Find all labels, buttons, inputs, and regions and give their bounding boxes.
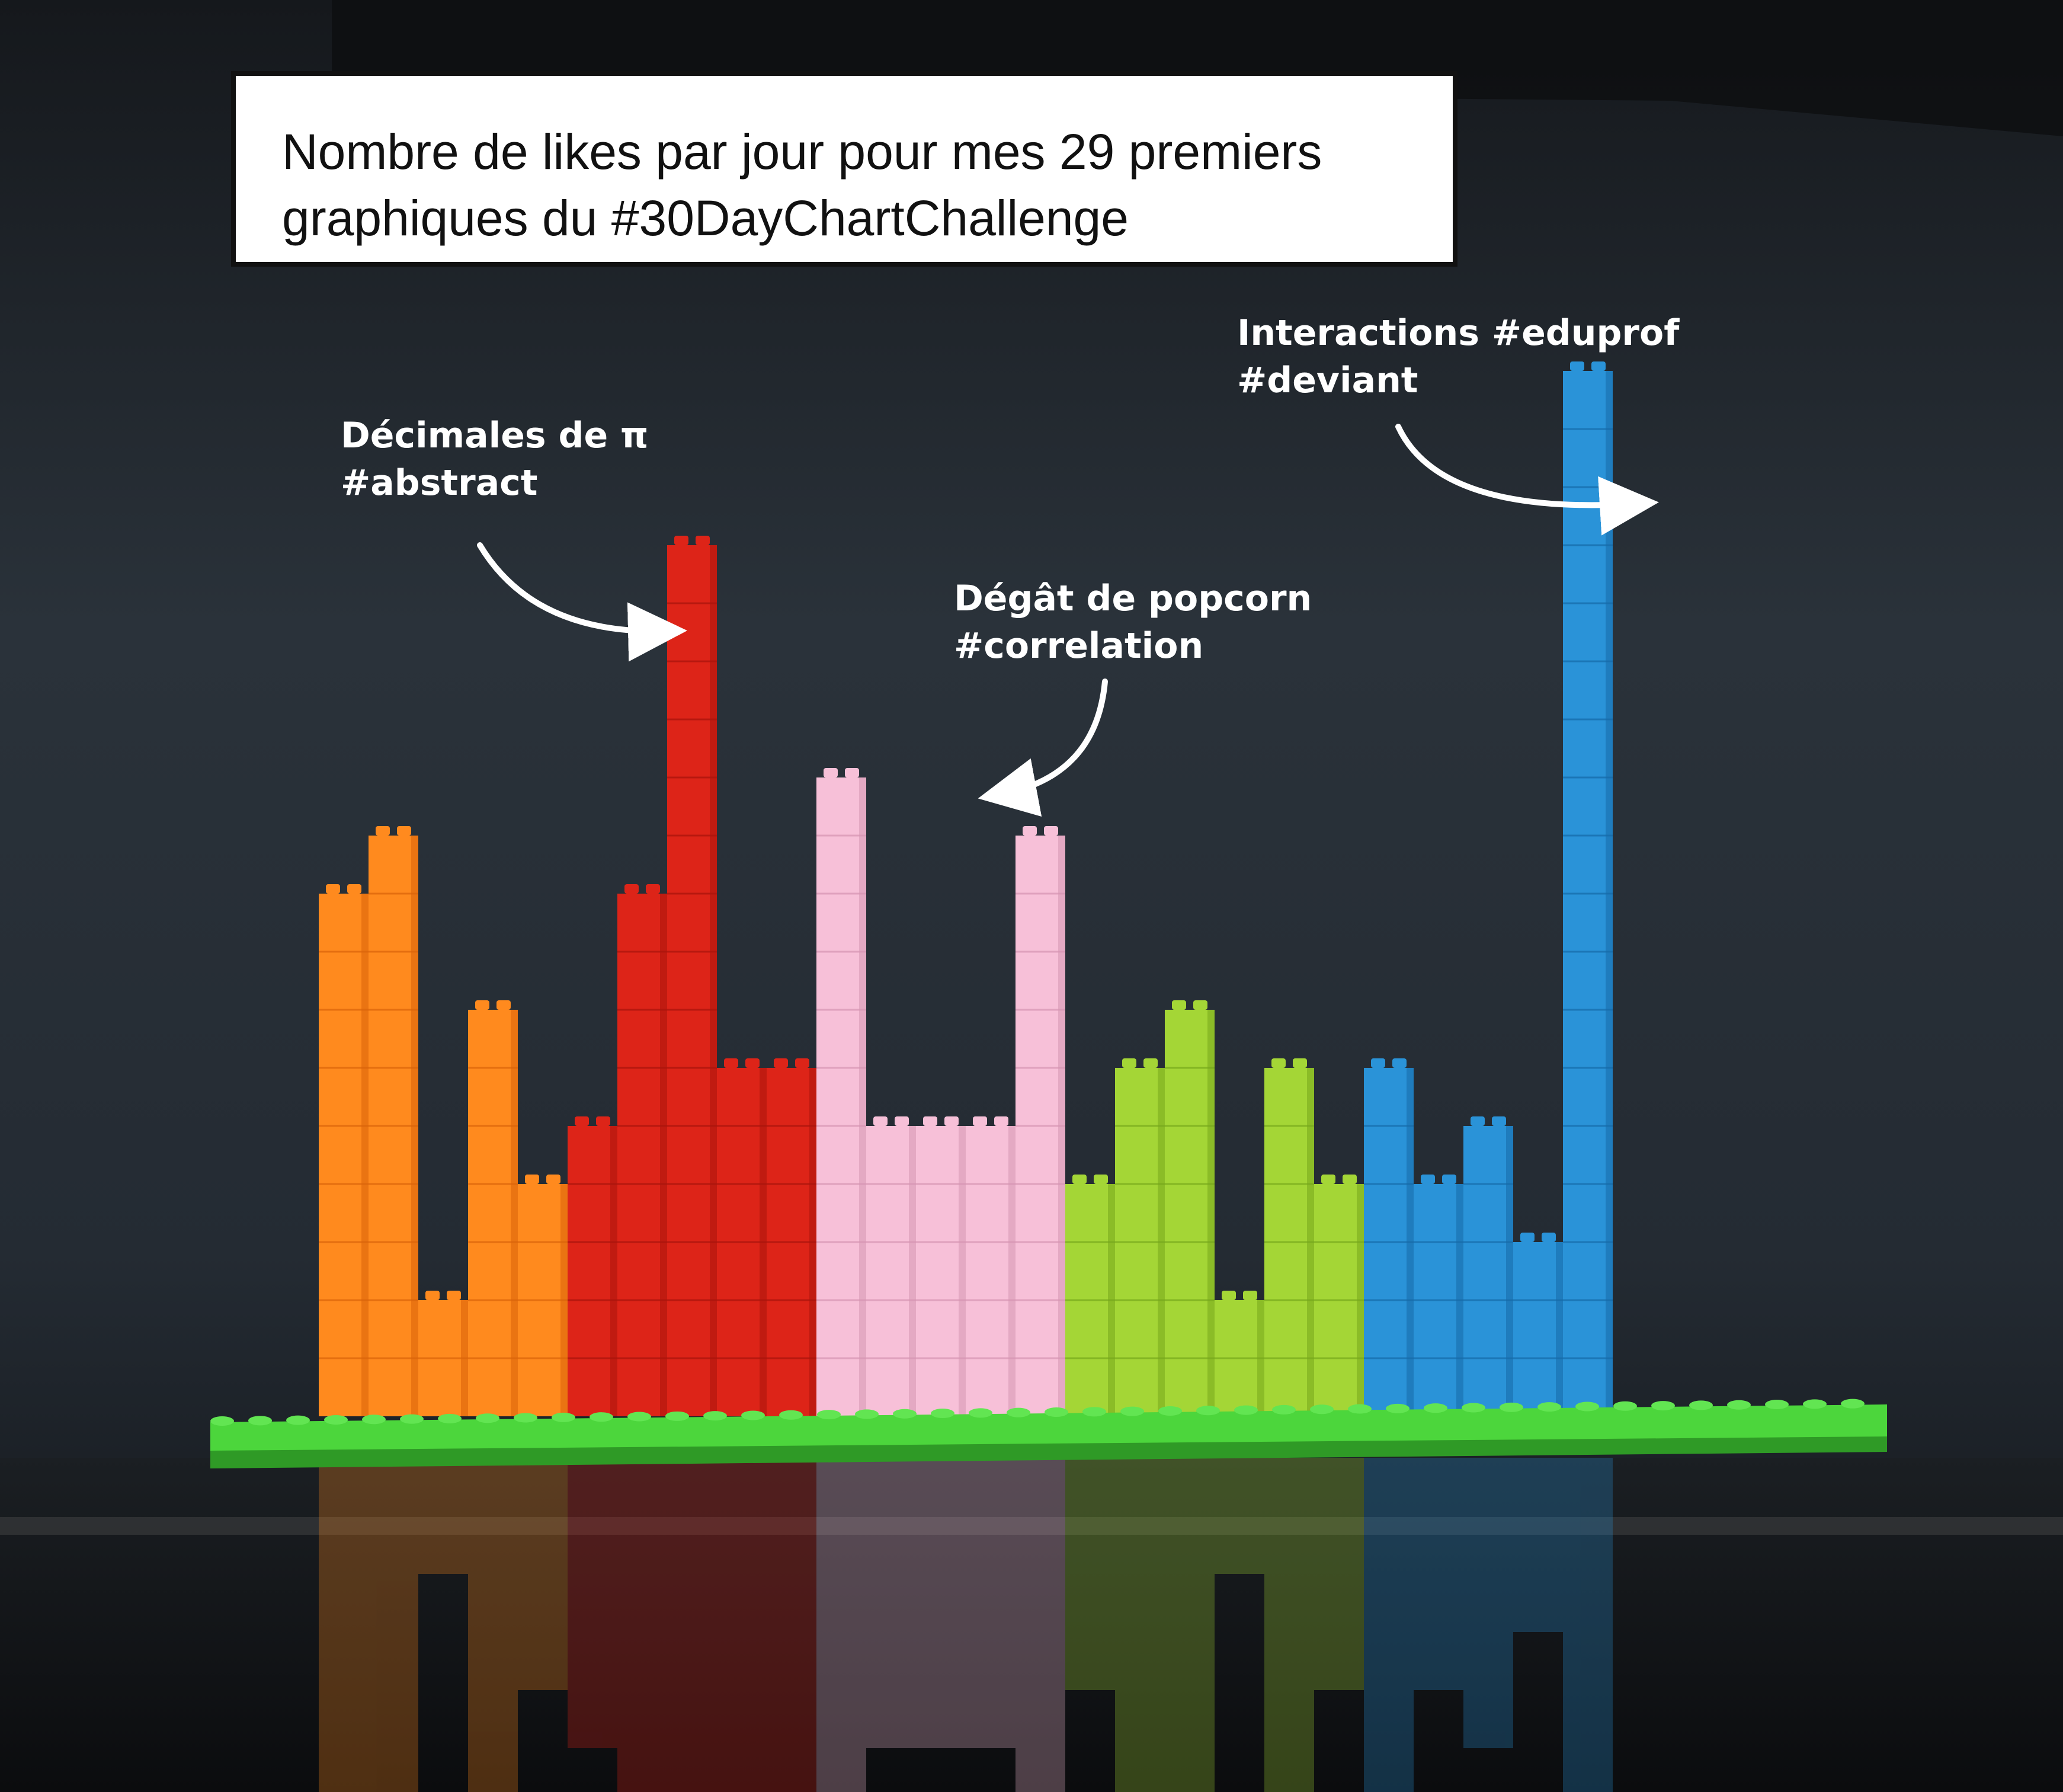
bar-day-20: [1264, 1058, 1314, 1416]
bar-day-15: [1016, 826, 1065, 1416]
bar-reflection-19: [1215, 1458, 1264, 1574]
annotation-arrow-popcorn: [978, 679, 1108, 817]
bar-day-22: [1364, 1058, 1414, 1416]
chart-title: Nombre de likes par jour pour mes 29 pre…: [282, 119, 1417, 251]
bar-day-10: [767, 1058, 816, 1416]
bar-day-13: [916, 1116, 966, 1416]
bar-day-4: [468, 1000, 518, 1416]
bar-reflection-25: [1513, 1458, 1563, 1632]
bar-reflection-5: [518, 1458, 568, 1690]
bar-day-9: [717, 1058, 767, 1416]
bar-reflection-16: [1065, 1458, 1115, 1690]
bar-day-21: [1314, 1175, 1364, 1416]
bar-day-3: [418, 1291, 468, 1416]
annotation-pi-line-1: Décimales de π: [341, 415, 649, 456]
bar-day-7: [617, 884, 667, 1416]
bar-day-16: [1065, 1175, 1115, 1416]
bar-reflection-15: [1016, 1458, 1065, 1792]
bar-day-6: [568, 1116, 617, 1416]
bar-reflection-17: [1115, 1458, 1165, 1792]
annotation-eduprof-line-2: #deviant: [1237, 360, 1418, 401]
bar-reflection-13: [916, 1458, 966, 1748]
annotation-pi-line-2: #abstract: [341, 462, 538, 504]
bar-reflection-18: [1165, 1458, 1215, 1792]
bar-reflection-20: [1264, 1458, 1314, 1792]
bar-day-26: [1563, 361, 1613, 1416]
bar-reflection-10: [767, 1458, 816, 1792]
bar-reflection-8: [667, 1458, 717, 1792]
bar-reflection-2: [369, 1458, 418, 1792]
bar-day-11: [816, 768, 866, 1416]
chart-title-box: Nombre de likes par jour pour mes 29 pre…: [231, 71, 1457, 267]
bar-day-23: [1414, 1175, 1463, 1416]
baseplate: [210, 1399, 1887, 1468]
bar-reflection-26: [1563, 1458, 1613, 1792]
bar-reflection-21: [1314, 1458, 1364, 1690]
annotation-arrow-pi: [477, 542, 687, 662]
bar-day-1: [319, 884, 369, 1416]
bar-day-8: [667, 536, 717, 1416]
chart-title-line-1: Nombre de likes par jour pour mes 29 pre…: [282, 124, 1322, 180]
bar-reflection-4: [468, 1458, 518, 1792]
bar-day-25: [1513, 1233, 1563, 1416]
annotation-eduprof: Interactions #eduprof #deviant: [1237, 309, 1679, 404]
annotation-popcorn-line-2: #correlation: [954, 625, 1204, 667]
bar-day-19: [1215, 1291, 1264, 1416]
annotation-eduprof-line-1: Interactions #eduprof: [1237, 312, 1680, 354]
annotation-pi: Décimales de π #abstract: [341, 412, 649, 507]
bar-reflection-9: [717, 1458, 767, 1792]
bar-reflection-22: [1364, 1458, 1414, 1792]
bar-reflection-6: [568, 1458, 617, 1748]
bar-reflection-11: [816, 1458, 866, 1792]
bar-day-18: [1165, 1000, 1215, 1416]
bar-day-14: [966, 1116, 1016, 1416]
annotation-popcorn-line-1: Dégât de popcorn: [954, 578, 1312, 619]
bar-reflection-7: [617, 1458, 667, 1792]
bar-reflection-24: [1463, 1458, 1513, 1748]
bar-reflection-23: [1414, 1458, 1463, 1690]
bar-day-2: [369, 826, 418, 1416]
bar-day-17: [1115, 1058, 1165, 1416]
bar-reflection-14: [966, 1458, 1016, 1748]
annotation-popcorn: Dégât de popcorn #correlation: [954, 575, 1312, 670]
chart-title-line-2: graphiques du #30DayChartChallenge: [282, 190, 1129, 246]
bar-day-5: [518, 1175, 568, 1416]
bar-day-12: [866, 1116, 916, 1416]
annotation-arrow-eduprof: [1395, 424, 1659, 536]
bar-reflection-3: [418, 1458, 468, 1574]
bar-reflection-12: [866, 1458, 916, 1748]
bar-reflection-1: [319, 1458, 369, 1792]
bar-day-24: [1463, 1116, 1513, 1416]
